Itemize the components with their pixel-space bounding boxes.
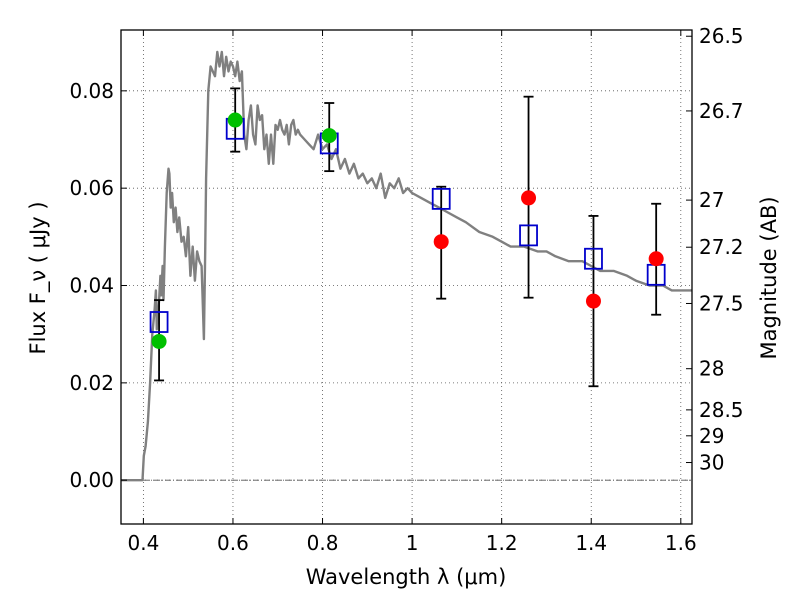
x-tick-label: 0.6 [217,531,249,555]
y-axis-ticks: 0.00 0.02 0.04 0.06 0.08 [69,79,127,492]
observed-flux-point-red [648,251,664,267]
plot-frame [120,29,693,525]
x-axis-ticks: 0.4 0.6 0.8 1 1.2 1.4 1.6 [127,30,697,555]
x-tick-label: 1 [406,531,419,555]
y-tick-label: 0.02 [69,371,114,395]
x-axis-label: Wavelength λ (μm) [306,565,507,589]
y2-tick-label: 26.5 [699,24,744,48]
x-tick-label: 0.8 [307,531,339,555]
y2-tick-label: 28.5 [699,398,744,422]
observed-flux-point-red [433,234,449,250]
y-tick-label: 0.08 [69,79,114,103]
y-axis-label: Flux F_ν ( μJy ) [26,201,51,354]
x-tick-label: 1.4 [575,531,607,555]
y2-tick-label: 27.5 [699,291,744,315]
y2-tick-label: 27.2 [699,235,744,259]
observed-flux-point-red [585,293,601,309]
model-photometry-square [149,311,169,333]
y2-tick-label: 26.7 [699,99,744,123]
x-tick-label: 1.2 [486,531,518,555]
model-photometry-square [519,224,538,247]
y-tick-label: 0.06 [69,176,114,200]
x-tick-label: 0.4 [127,531,159,555]
observed-flux-point-green [227,112,243,128]
y2-axis-label: Magnitude (AB) [757,196,781,359]
y2-tick-label: 27 [699,188,724,212]
y-tick-label: 0.00 [69,468,114,492]
sed-model-line [121,50,692,482]
y2-tick-label: 29 [699,424,724,448]
y2-axis-ticks: 26.5 26.7 27 27.2 27.5 28 28.529 30 [686,24,744,475]
observed-flux-point-green [151,333,167,349]
observed-flux-point-green [321,128,337,144]
observed-flux-markers [151,112,664,349]
model-photometry-square [431,187,451,210]
y2-tick-label: 30 [699,451,724,475]
model-photometry-square [584,247,603,270]
y-tick-label: 0.04 [69,274,114,298]
x-tick-label: 1.6 [665,531,697,555]
y2-tick-label: 28 [699,357,724,381]
observed-flux-point-red [521,190,537,206]
